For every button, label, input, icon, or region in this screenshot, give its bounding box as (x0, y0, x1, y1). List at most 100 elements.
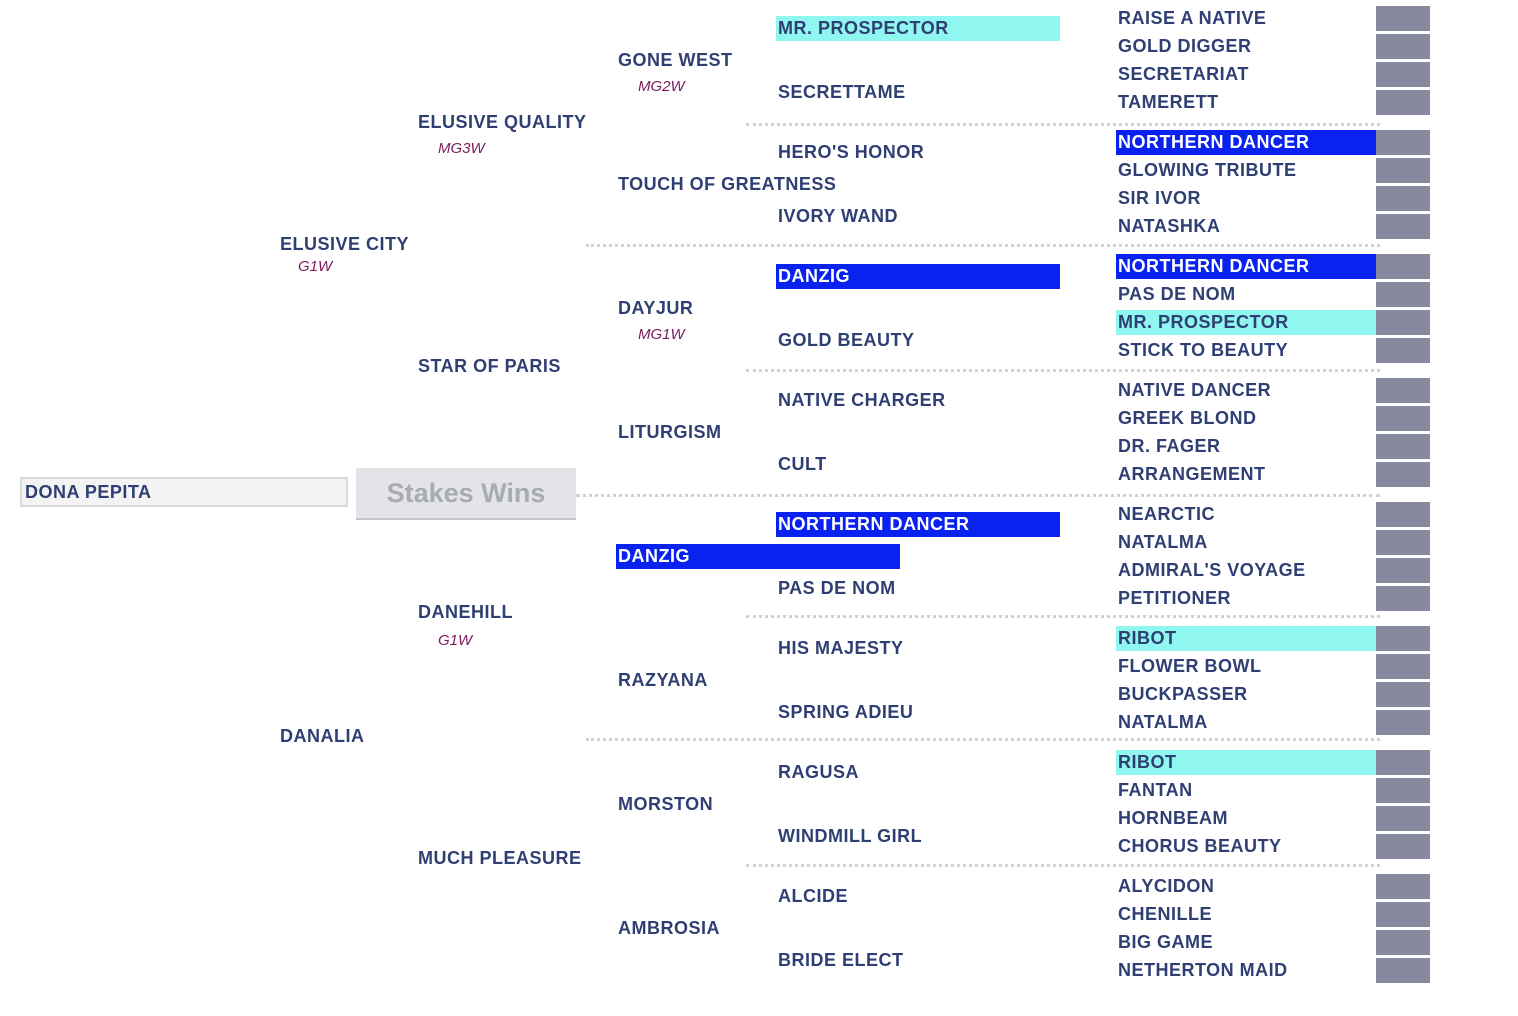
horse-name[interactable]: HORNBEAM (1118, 808, 1228, 828)
horse-name[interactable]: MUCH PLEASURE (418, 848, 582, 868)
horse-name[interactable]: RAZYANA (618, 670, 708, 690)
horse-name[interactable]: DANEHILL (418, 602, 513, 622)
ancestor-square[interactable] (1376, 530, 1430, 555)
horse-name[interactable]: NATIVE DANCER (1118, 380, 1272, 400)
horse-name[interactable]: HERO'S HONOR (778, 142, 925, 162)
horse-name[interactable]: DAYJUR (618, 298, 694, 318)
ancestor-square[interactable] (1376, 214, 1430, 239)
horse-name[interactable]: ALYCIDON (1118, 876, 1215, 896)
horse-name[interactable]: CHORUS BEAUTY (1118, 836, 1282, 856)
ancestor-square[interactable] (1376, 626, 1430, 651)
horse-name[interactable]: NATALMA (1118, 532, 1208, 552)
ancestor-square[interactable] (1376, 338, 1430, 363)
horse-name[interactable]: CULT (778, 454, 827, 474)
horse-name[interactable]: NEARCTIC (1118, 504, 1215, 524)
ancestor-square[interactable] (1376, 806, 1430, 831)
horse-name-highlighted[interactable]: RIBOT (1116, 750, 1376, 775)
ancestor-square[interactable] (1376, 558, 1430, 583)
ancestor-square[interactable] (1376, 654, 1430, 679)
horse-name-highlighted[interactable]: NORTHERN DANCER (1116, 130, 1376, 155)
ancestor-square[interactable] (1376, 282, 1430, 307)
horse-name[interactable]: ALCIDE (778, 886, 848, 906)
horse-name[interactable]: BUCKPASSER (1118, 684, 1248, 704)
subject-horse-name[interactable]: DONA PEPITA (20, 477, 348, 507)
horse-name[interactable]: CHENILLE (1118, 904, 1212, 924)
horse-name[interactable]: WINDMILL GIRL (778, 826, 923, 846)
horse-name[interactable]: PETITIONER (1118, 588, 1232, 608)
horse-name[interactable]: STICK TO BEAUTY (1118, 340, 1289, 360)
ancestor-square[interactable] (1376, 586, 1430, 611)
horse-name[interactable]: NATALMA (1118, 712, 1208, 732)
ancestor-square[interactable] (1376, 902, 1430, 927)
horse-name[interactable]: SIR IVOR (1118, 188, 1202, 208)
horse-name-highlighted[interactable]: DANZIG (776, 264, 1060, 289)
horse-name[interactable]: RAGUSA (778, 762, 860, 782)
ancestor-square[interactable] (1376, 778, 1430, 803)
horse-name[interactable]: SECRETARIAT (1118, 64, 1249, 84)
horse-name[interactable]: IVORY WAND (778, 206, 899, 226)
horse-name-highlighted[interactable]: DANZIG (616, 544, 900, 569)
ancestor-square[interactable] (1376, 378, 1430, 403)
horse-name-highlighted[interactable]: NORTHERN DANCER (776, 512, 1060, 537)
horse-name[interactable]: DR. FAGER (1118, 436, 1221, 456)
horse-name[interactable]: NATIVE CHARGER (778, 390, 946, 410)
horse-name[interactable]: GOLD DIGGER (1118, 36, 1252, 56)
horse-name[interactable]: NETHERTON MAID (1118, 960, 1288, 980)
ancestor-square[interactable] (1376, 710, 1430, 735)
horse-name[interactable]: SPRING ADIEU (778, 702, 914, 722)
ancestor-square[interactable] (1376, 502, 1430, 527)
horse-name[interactable]: GOLD BEAUTY (778, 330, 915, 350)
horse-name-highlighted[interactable]: MR. PROSPECTOR (776, 16, 1060, 41)
ancestor-square[interactable] (1376, 682, 1430, 707)
ancestor-square[interactable] (1376, 310, 1430, 335)
horse-name-highlighted[interactable]: NORTHERN DANCER (1116, 254, 1376, 279)
horse-name[interactable]: TAMERETT (1118, 92, 1219, 112)
horse-name[interactable]: TOUCH OF GREATNESS (618, 174, 837, 194)
ancestor-square[interactable] (1376, 462, 1430, 487)
horse-name[interactable]: PAS DE NOM (1118, 284, 1236, 304)
horse-name-highlighted[interactable]: MR. PROSPECTOR (1116, 310, 1376, 335)
stakes-wins-button[interactable]: Stakes Wins (356, 468, 576, 520)
horse-name[interactable]: LITURGISM (618, 422, 722, 442)
ancestor-square[interactable] (1376, 130, 1430, 155)
horse-name[interactable]: STAR OF PARIS (418, 356, 561, 376)
horse-name[interactable]: FLOWER BOWL (1118, 656, 1262, 676)
horse-name[interactable]: HIS MAJESTY (778, 638, 904, 658)
stakes-badge: MG3W (438, 140, 485, 157)
horse-name[interactable]: ADMIRAL'S VOYAGE (1118, 560, 1306, 580)
ancestor-square[interactable] (1376, 34, 1430, 59)
horse-name[interactable]: BIG GAME (1118, 932, 1214, 952)
horse-name[interactable]: GLOWING TRIBUTE (1118, 160, 1297, 180)
horse-name[interactable]: ELUSIVE QUALITY (418, 112, 587, 132)
horse-name[interactable]: BRIDE ELECT (778, 950, 904, 970)
horse-name[interactable]: FANTAN (1118, 780, 1193, 800)
ancestor-square[interactable] (1376, 434, 1430, 459)
ancestor-square[interactable] (1376, 834, 1430, 859)
stakes-badge: MG1W (638, 326, 685, 343)
separator (746, 369, 1380, 372)
ancestor-square[interactable] (1376, 90, 1430, 115)
horse-name-highlighted[interactable]: RIBOT (1116, 626, 1376, 651)
horse-name[interactable]: GONE WEST (618, 50, 733, 70)
horse-name[interactable]: ARRANGEMENT (1118, 464, 1266, 484)
ancestor-square[interactable] (1376, 158, 1430, 183)
ancestor-square[interactable] (1376, 6, 1430, 31)
ancestor-square[interactable] (1376, 186, 1430, 211)
horse-name[interactable]: SECRETTAME (778, 82, 906, 102)
ancestor-square[interactable] (1376, 406, 1430, 431)
ancestor-square[interactable] (1376, 62, 1430, 87)
horse-name[interactable]: PAS DE NOM (778, 578, 896, 598)
separator (586, 244, 1380, 247)
horse-name[interactable]: RAISE A NATIVE (1118, 8, 1267, 28)
dam-name[interactable]: DANALIA (280, 726, 365, 746)
ancestor-square[interactable] (1376, 750, 1430, 775)
ancestor-square[interactable] (1376, 930, 1430, 955)
ancestor-square[interactable] (1376, 958, 1430, 983)
sire-name[interactable]: ELUSIVE CITY (280, 234, 410, 254)
horse-name[interactable]: MORSTON (618, 794, 714, 814)
horse-name[interactable]: NATASHKA (1118, 216, 1221, 236)
ancestor-square[interactable] (1376, 254, 1430, 279)
horse-name[interactable]: GREEK BLOND (1118, 408, 1257, 428)
horse-name[interactable]: AMBROSIA (618, 918, 720, 938)
ancestor-square[interactable] (1376, 874, 1430, 899)
